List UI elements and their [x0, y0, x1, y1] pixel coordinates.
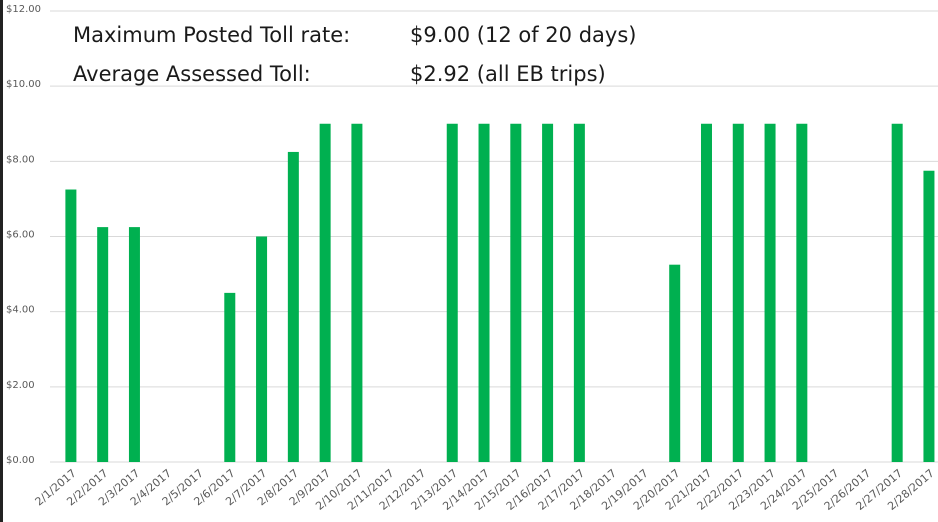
bar [732, 123, 744, 462]
annotation-label: Maximum Posted Toll rate: [73, 23, 350, 47]
bar [478, 123, 490, 462]
bar [351, 123, 363, 462]
bar [65, 189, 77, 463]
bar [542, 123, 554, 462]
bar [700, 123, 712, 462]
y-tick-label: $4.00 [6, 305, 35, 316]
y-tick-label: $0.00 [6, 455, 35, 466]
y-tick-label: $12.00 [6, 4, 41, 15]
bar [891, 123, 903, 462]
bar [764, 123, 776, 462]
bar [128, 227, 140, 462]
bar [287, 151, 299, 462]
y-tick-label: $2.00 [6, 380, 35, 391]
annotation-value: $2.92 (all EB trips) [410, 62, 606, 86]
bar [97, 227, 109, 462]
bar [669, 264, 681, 462]
y-tick-label: $10.00 [6, 79, 41, 90]
left-border [0, 0, 3, 522]
bar [796, 123, 808, 462]
annotation-value: $9.00 (12 of 20 days) [410, 23, 636, 47]
bar [510, 123, 522, 462]
bar [446, 123, 458, 462]
y-tick-label: $8.00 [6, 154, 35, 165]
bar [573, 123, 585, 462]
bar [923, 170, 935, 462]
bar [224, 292, 236, 462]
bar [256, 236, 268, 462]
y-tick-label: $6.00 [6, 230, 35, 241]
bar [319, 123, 331, 462]
annotation-label: Average Assessed Toll: [73, 62, 311, 86]
